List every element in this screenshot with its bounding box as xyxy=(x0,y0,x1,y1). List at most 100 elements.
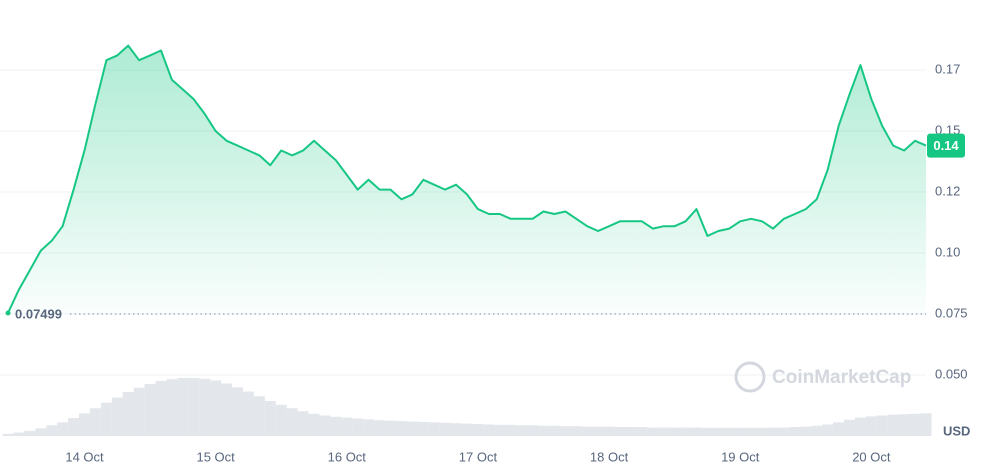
volume-bar xyxy=(385,420,396,436)
volume-bar xyxy=(680,427,692,436)
volume-bar xyxy=(745,427,757,436)
volume-bar xyxy=(210,380,222,436)
y-tick-label: 0.050 xyxy=(935,366,968,381)
volume-bar xyxy=(308,413,320,436)
x-tick-label: 16 Oct xyxy=(328,449,367,464)
volume-bar xyxy=(395,421,407,436)
volume-bar xyxy=(548,425,560,436)
volume-bar xyxy=(57,422,69,436)
price-line xyxy=(7,44,927,314)
volume-bar xyxy=(253,396,265,436)
volume-bar xyxy=(330,416,342,436)
volume-bar xyxy=(756,427,768,436)
volume-bar xyxy=(144,383,156,436)
volume-bar xyxy=(155,380,167,436)
volume-bar xyxy=(417,421,429,436)
volume-bar xyxy=(428,422,440,436)
watermark-text: CoinMarketCap xyxy=(772,367,911,388)
volume-bar xyxy=(133,387,145,436)
volume-bar xyxy=(319,415,331,436)
volume-bar xyxy=(865,416,877,436)
volume-bar xyxy=(898,414,910,436)
volume-bar xyxy=(89,408,101,436)
volume-bar xyxy=(592,426,604,436)
volume-bar xyxy=(723,427,735,436)
volume-bar xyxy=(264,400,276,436)
volume-bar xyxy=(111,397,123,436)
volume-bar xyxy=(35,428,47,436)
price-area xyxy=(8,45,926,315)
volume-bar xyxy=(538,425,549,436)
volume-bar xyxy=(297,411,309,436)
volume-bar xyxy=(516,425,528,436)
volume-bar xyxy=(352,418,364,436)
volume-bar xyxy=(789,427,801,436)
volume-bar xyxy=(13,432,25,436)
volume-bar xyxy=(450,423,462,436)
y-tick-label: 0.10 xyxy=(935,244,960,259)
volume-bar xyxy=(505,424,517,436)
volume-bar xyxy=(647,427,659,436)
volume-bar xyxy=(68,418,80,436)
volume-bar xyxy=(275,404,287,436)
volume-bar xyxy=(24,430,36,436)
price-badge xyxy=(927,133,965,158)
logo xyxy=(734,361,766,393)
volume-bar xyxy=(2,433,14,436)
volume-bar xyxy=(341,417,353,436)
volume-bar xyxy=(767,427,779,436)
volume-bar xyxy=(811,425,823,436)
volume-bar xyxy=(876,415,888,436)
x-tick-label: 15 Oct xyxy=(196,449,235,464)
x-tick-label: 14 Oct xyxy=(65,449,104,464)
volume-bar xyxy=(701,427,713,436)
volume-bar xyxy=(909,413,921,436)
volume-bar xyxy=(625,427,637,436)
volume-bar xyxy=(461,423,473,436)
price-badge-label: 0.14 xyxy=(933,138,959,153)
volume-bar xyxy=(570,426,582,436)
x-tick-label: 19 Oct xyxy=(721,449,760,464)
volume-bar xyxy=(920,413,932,436)
y-tick-label: 0.17 xyxy=(935,61,960,76)
y-tick-label: 0.12 xyxy=(935,183,960,198)
volume-bar xyxy=(242,391,254,436)
volume-bar xyxy=(232,387,243,436)
volume-bar xyxy=(636,427,648,436)
volume-bar xyxy=(822,424,834,436)
volume-bar xyxy=(559,426,571,436)
y-tick-label: 0.075 xyxy=(935,305,968,320)
volume-bar xyxy=(581,426,593,436)
volume-bar xyxy=(483,424,495,436)
volume-bar xyxy=(691,427,702,436)
currency: USD xyxy=(943,423,970,438)
baseline-label: 0.07499 xyxy=(15,306,62,321)
volume-bar xyxy=(712,427,724,436)
volume-bar xyxy=(833,422,845,436)
volume-bar xyxy=(844,419,855,436)
volume-bar xyxy=(406,421,418,436)
volume-bar xyxy=(363,419,375,436)
volume-bar xyxy=(734,427,746,436)
volume-bar xyxy=(472,424,484,436)
x-tick-label: 20 Oct xyxy=(852,449,891,464)
volume-bar xyxy=(221,383,233,436)
volume-bar xyxy=(800,426,812,436)
volume xyxy=(2,377,932,436)
volume-bar xyxy=(603,426,615,436)
volume-bar xyxy=(286,408,298,436)
volume-bar xyxy=(658,427,670,436)
x-tick-label: 17 Oct xyxy=(459,449,498,464)
price: 0.14 xyxy=(5,44,965,316)
volume-bar xyxy=(188,377,200,436)
volume-bar xyxy=(100,402,112,436)
watermark: CoinMarketCap xyxy=(734,361,911,393)
volume-bar xyxy=(374,420,386,436)
volume-bar xyxy=(669,427,681,436)
volume-bar xyxy=(439,422,451,436)
volume-bar xyxy=(527,425,539,436)
volume-bar xyxy=(614,427,626,436)
x-tick-label: 18 Oct xyxy=(590,449,629,464)
